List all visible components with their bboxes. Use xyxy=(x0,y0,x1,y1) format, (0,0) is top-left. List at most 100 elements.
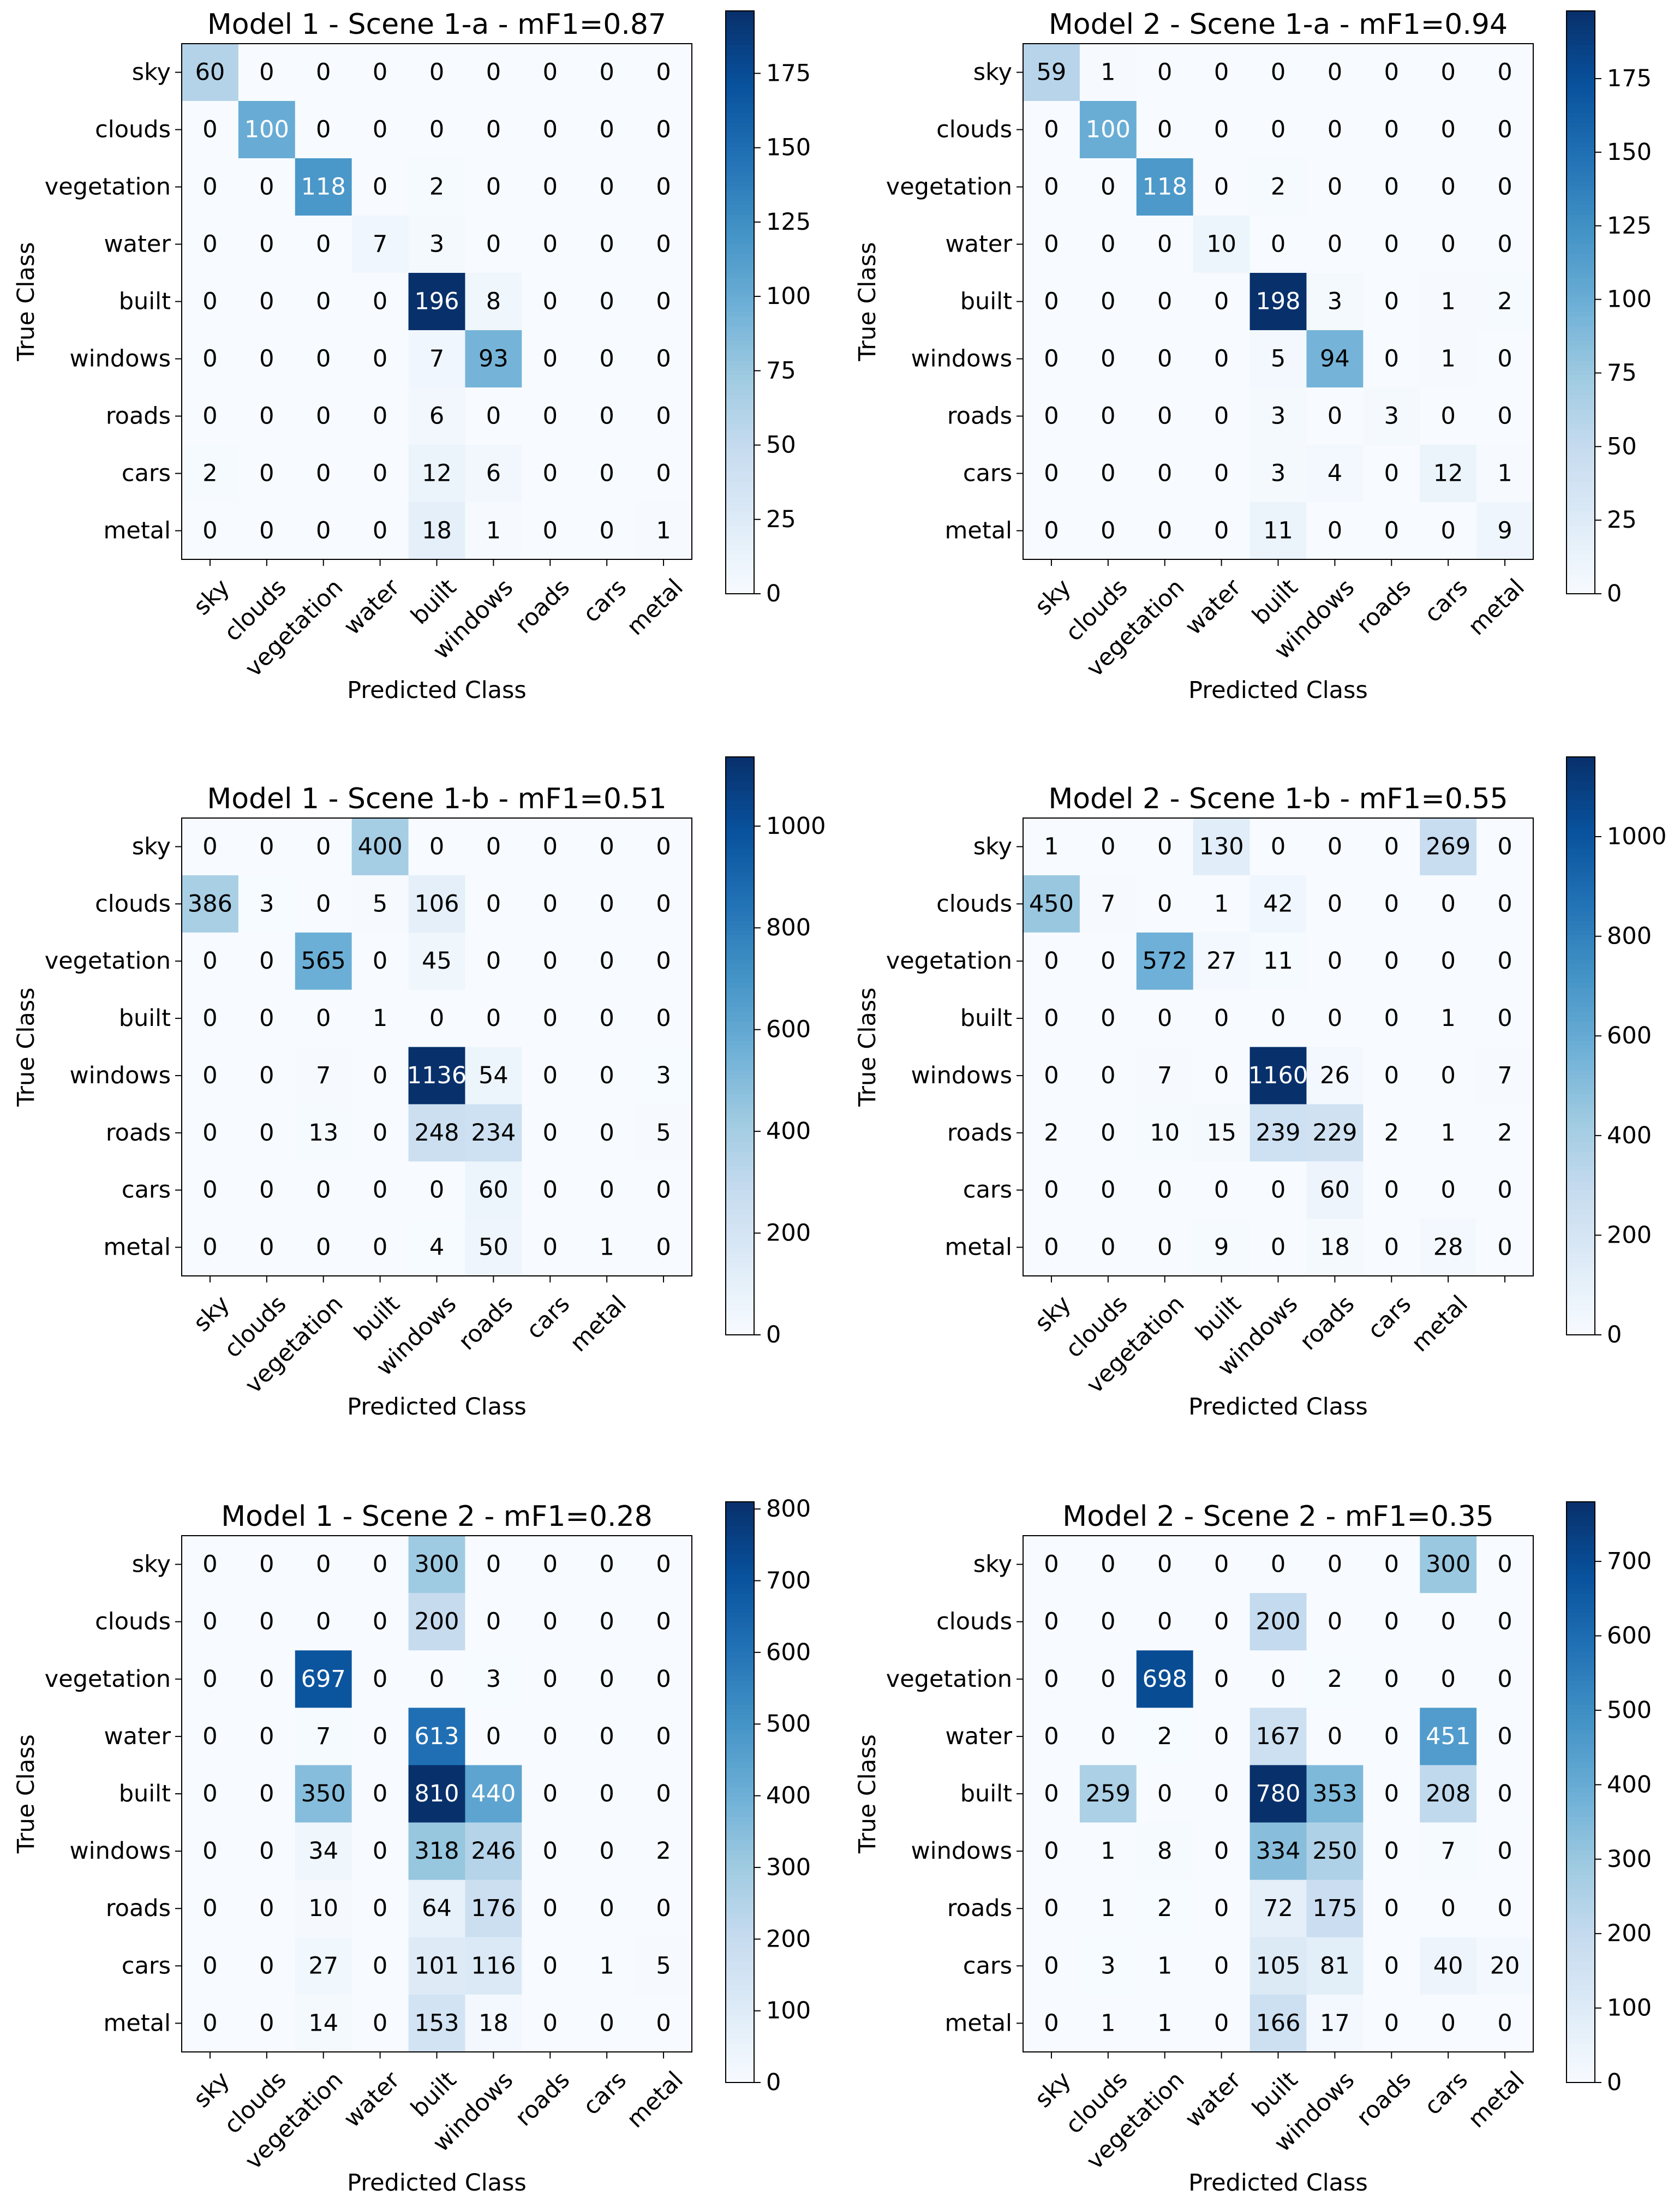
colorbar-segment xyxy=(1567,540,1595,546)
colorbar-segment xyxy=(1567,399,1595,405)
cell-value-label: 0 xyxy=(1497,1551,1512,1578)
colorbar-segment xyxy=(726,1666,754,1672)
colorbar-segment xyxy=(726,1874,754,1880)
colorbar-segment xyxy=(1567,219,1595,225)
heatmap-cell xyxy=(1363,1994,1420,2052)
heatmap-cell xyxy=(351,101,409,159)
x-tick-label: metal xyxy=(1406,1290,1473,1357)
colorbar-segment xyxy=(1567,83,1595,89)
cell-value-label: 0 xyxy=(543,288,558,315)
cell-value-label: 0 xyxy=(1497,116,1512,144)
colorbar-segment xyxy=(1567,1565,1595,1570)
cell-value-label: 0 xyxy=(543,174,558,201)
colorbar-segment xyxy=(726,1627,754,1633)
cell-value-label: 1 xyxy=(1440,345,1455,373)
heatmap-cell xyxy=(1136,1047,1194,1105)
x-tick-label: roads xyxy=(453,1290,519,1356)
cell-value-label: 0 xyxy=(1497,59,1512,86)
cell-value-label: 2 xyxy=(1497,288,1512,315)
heatmap-cell xyxy=(1193,387,1251,445)
heatmap-cell xyxy=(1023,989,1080,1048)
cell-value-label: 2 xyxy=(656,1837,671,1865)
colorbar-segment xyxy=(726,467,754,473)
cell-value-label: 0 xyxy=(1384,890,1399,917)
heatmap-cell xyxy=(1306,1536,1364,1594)
cell-value-label: 0 xyxy=(259,833,274,860)
heatmap-cell xyxy=(238,875,296,933)
colorbar-segment xyxy=(1567,1108,1595,1114)
heatmap-cell xyxy=(635,158,692,216)
cell-value-label: 27 xyxy=(308,1952,338,1979)
colorbar-segment xyxy=(726,506,754,512)
heatmap-cell xyxy=(238,44,296,102)
cell-value-label: 0 xyxy=(1214,403,1229,430)
colorbar-segment xyxy=(726,1845,754,1851)
colorbar-segment xyxy=(1567,30,1595,36)
y-axis-label: True Class xyxy=(13,1734,40,1854)
colorbar-segment xyxy=(726,1277,754,1282)
colorbar-segment xyxy=(726,1272,754,1278)
cell-value-label: 0 xyxy=(1440,1608,1455,1636)
colorbar-tick-label: 0 xyxy=(766,2069,781,2096)
colorbar-segment xyxy=(726,1219,754,1225)
heatmap-cell xyxy=(408,44,466,102)
heatmap-cell xyxy=(578,989,636,1048)
heatmap-cell xyxy=(295,1708,352,1766)
heatmap-cell xyxy=(635,1879,692,1938)
colorbar-segment xyxy=(726,229,754,235)
heatmap-cell xyxy=(522,1708,579,1766)
cell-value-label: 0 xyxy=(543,1551,558,1578)
colorbar-segment xyxy=(726,341,754,347)
colorbar-segment xyxy=(726,433,754,439)
cell-value-label: 0 xyxy=(1101,947,1115,975)
cell-value-label: 0 xyxy=(1101,1608,1115,1636)
panel-2: 59 1 0 0 0 0 0 0 00 100 0 0 0 0 0 0 00 0 118 0 2 0 0 0 00 0 0 10 0 0 0… xyxy=(854,8,1652,704)
heatmap-cell xyxy=(1363,1593,1420,1651)
heatmap-cell xyxy=(182,44,239,102)
colorbar-segment xyxy=(1567,1060,1595,1066)
colorbar-segment xyxy=(726,1079,754,1085)
heatmap-cell xyxy=(1249,502,1307,560)
colorbar-segment xyxy=(1567,950,1595,955)
cell-value-label: 0 xyxy=(1271,116,1286,144)
colorbar-segment xyxy=(1567,805,1595,810)
cell-value-label: 0 xyxy=(543,460,558,487)
cell-value-label: 0 xyxy=(656,288,671,315)
colorbar-segment xyxy=(726,887,754,892)
cell-value-label: 0 xyxy=(543,833,558,860)
heatmap-cell xyxy=(1420,387,1477,445)
colorbar-segment xyxy=(1567,1166,1595,1172)
colorbar-segment xyxy=(726,176,754,182)
heatmap-cell xyxy=(578,273,636,331)
heatmap-cell xyxy=(1193,1650,1251,1708)
cell-value-label: 18 xyxy=(422,517,452,545)
colorbar-segment xyxy=(1567,1147,1595,1153)
cell-value-label: 0 xyxy=(1157,403,1172,430)
cell-value-label: 0 xyxy=(1328,231,1342,258)
heatmap-cell xyxy=(1023,330,1080,388)
heatmap-cell xyxy=(1136,1650,1194,1708)
heatmap-cell xyxy=(182,101,239,159)
cell-value-label: 0 xyxy=(1384,1780,1399,1807)
heatmap-cell xyxy=(578,1765,636,1823)
cell-value-label: 0 xyxy=(373,1666,387,1693)
heatmap-cell xyxy=(238,445,296,503)
heatmap-cell xyxy=(1476,1536,1534,1594)
cell-value-label: 5 xyxy=(656,1952,671,1979)
colorbar-segment xyxy=(726,1252,754,1258)
heatmap-cell xyxy=(182,445,239,503)
cell-value-label: 0 xyxy=(1271,833,1286,860)
colorbar-segment xyxy=(726,157,754,162)
colorbar-segment xyxy=(1567,1855,1595,1860)
cell-value-label: 0 xyxy=(259,1177,274,1204)
colorbar-segment xyxy=(1567,200,1595,206)
colorbar-segment xyxy=(726,916,754,921)
colorbar-segment xyxy=(1567,1749,1595,1754)
heatmap-cell xyxy=(238,1104,296,1162)
heatmap-cell xyxy=(1420,273,1477,331)
colorbar-segment xyxy=(726,186,754,192)
colorbar-segment xyxy=(1567,834,1595,839)
colorbar-segment xyxy=(726,1763,754,1769)
colorbar-segment xyxy=(726,1715,754,1720)
